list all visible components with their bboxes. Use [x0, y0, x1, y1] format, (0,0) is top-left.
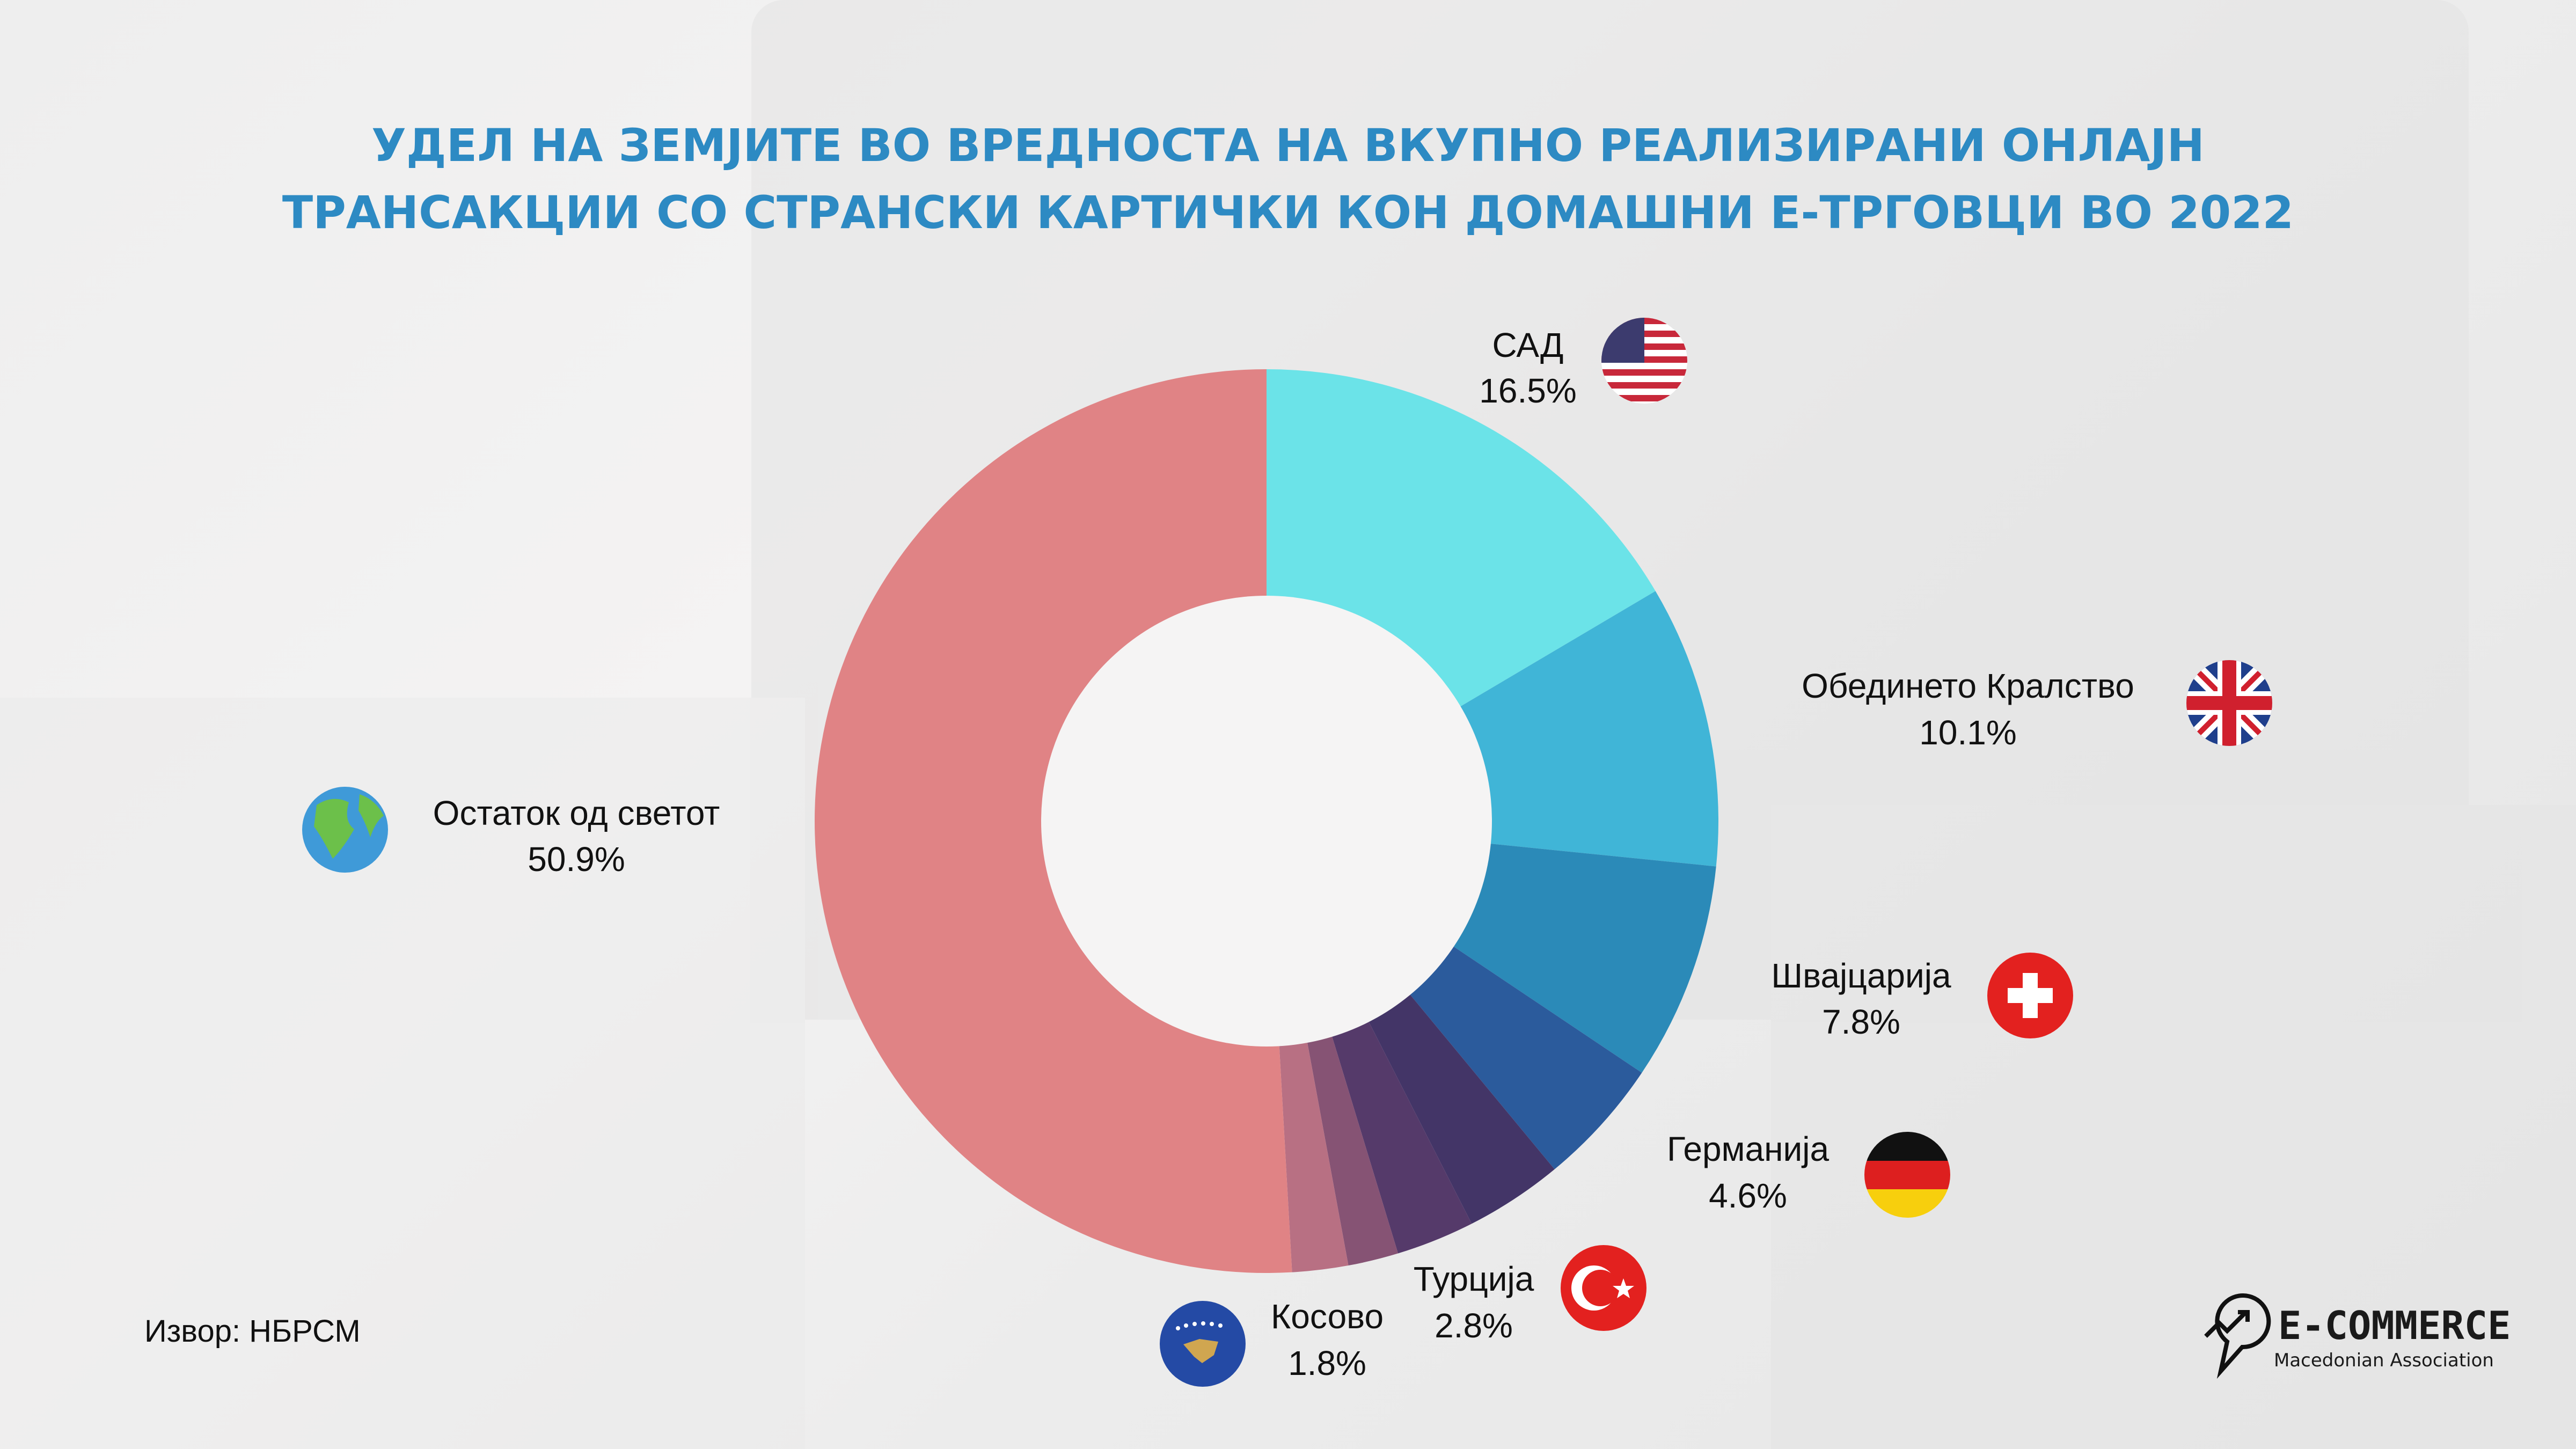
trend-chat-icon — [2204, 1293, 2271, 1379]
slice-label-name: Косово — [1271, 1297, 1384, 1336]
label-turkey: Турција 2.8% — [1414, 1245, 1646, 1345]
slice-label-name: Турција — [1414, 1260, 1534, 1298]
slice-label-name: Швајцарија — [1771, 956, 1951, 995]
german-flag-icon — [1864, 1132, 1950, 1218]
slice-label-name: Обединето Кралство — [1802, 667, 2134, 705]
logo-name: E-COMMERCE — [2278, 1303, 2511, 1348]
donut-slices — [815, 369, 1719, 1273]
donut-hole — [1041, 596, 1492, 1046]
chart-title-line-1: УДЕЛ НА ЗЕМЈИТЕ ВО ВРЕДНОСТА НА ВКУПНО Р… — [371, 119, 2205, 172]
globe-icon — [302, 787, 388, 873]
label-kosovo: Косово 1.8% — [1160, 1297, 1384, 1387]
label-rest-of-world: Остаток од светот 50.9% — [302, 787, 720, 879]
slice-label-value: 50.9% — [528, 840, 625, 879]
slice-label-value: 4.6% — [1709, 1176, 1787, 1215]
swiss-flag-icon — [1987, 953, 2073, 1038]
label-germany: Германија 4.6% — [1667, 1130, 1950, 1218]
slice-label-value: 7.8% — [1822, 1002, 1900, 1041]
source-note: Извор: НБРСМ — [144, 1314, 361, 1349]
slice-label-name: САД — [1492, 326, 1564, 364]
slice-label-value: 10.1% — [1919, 713, 2016, 752]
slice-label-value: 16.5% — [1479, 371, 1576, 410]
chart-title-line-2: ТРАНСАКЦИИ СО СТРАНСКИ КАРТИЧКИ КОН ДОМА… — [282, 186, 2294, 239]
label-switzerland: Швајцарија 7.8% — [1771, 953, 2073, 1041]
logo-subtitle: Macedonian Association — [2274, 1350, 2494, 1371]
slice-label-name: Остаток од светот — [433, 794, 720, 832]
turkish-flag-icon — [1561, 1245, 1646, 1331]
slice-label-value: 1.8% — [1288, 1344, 1366, 1382]
uk-flag-icon — [2186, 660, 2272, 746]
logo: E-COMMERCE Macedonian Association — [2204, 1293, 2511, 1379]
slice-label-value: 2.8% — [1435, 1306, 1513, 1345]
kosovo-flag-icon — [1160, 1301, 1246, 1387]
label-uk: Обединето Кралство 10.1% — [1802, 660, 2272, 752]
us-flag-icon — [1601, 318, 1687, 404]
slice-label-name: Германија — [1667, 1130, 1829, 1168]
